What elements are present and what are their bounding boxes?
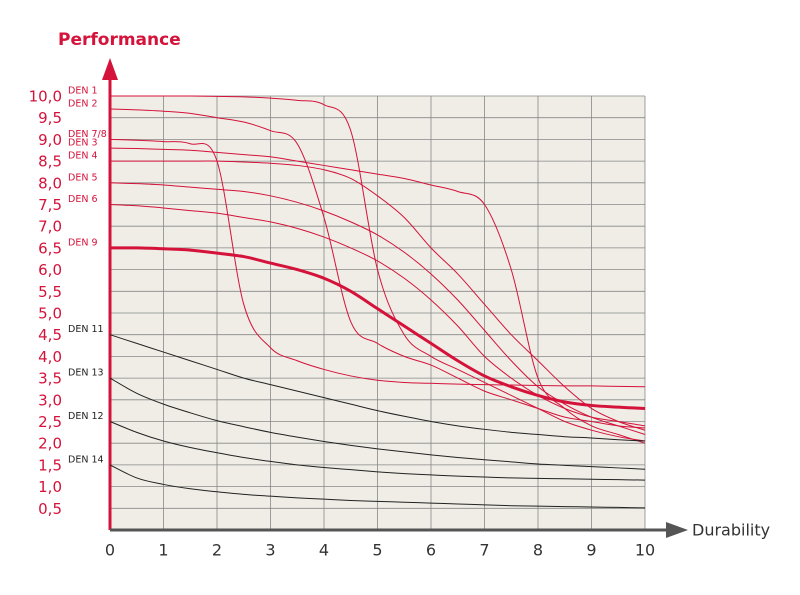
y-tick-label: 1,5 — [38, 456, 62, 474]
y-tick-label: 2,0 — [38, 435, 62, 453]
x-axis-title: Durability — [692, 521, 770, 540]
series-line — [109, 204, 646, 427]
series-line — [110, 160, 646, 431]
series-label: DEN 14 — [68, 454, 104, 465]
y-tick-label: 5,0 — [38, 305, 62, 323]
y-tick-label: 0,5 — [38, 500, 62, 518]
x-tick-label: 4 — [319, 541, 329, 560]
y-tick-label: 5,5 — [38, 283, 62, 301]
series-label: DEN 7/8 — [68, 129, 107, 140]
y-axis-title: Performance — [58, 30, 181, 50]
x-tick-label: 10 — [635, 541, 655, 560]
series-line — [109, 246, 646, 410]
series-line — [109, 147, 646, 444]
x-tick-label: 7 — [479, 541, 489, 560]
series-label: DEN 3 — [68, 138, 98, 149]
x-tick-label: 1 — [158, 541, 168, 560]
series-line — [109, 108, 646, 429]
y-tick-label: 8,5 — [38, 153, 62, 171]
series-line — [109, 377, 646, 470]
x-axis-arrow — [666, 522, 688, 538]
x-tick-label: 2 — [212, 541, 222, 560]
y-tick-label: 6,0 — [38, 261, 62, 279]
y-tick-label: 10,0 — [29, 88, 62, 106]
series-line — [109, 334, 646, 442]
y-tick-label: 4,5 — [38, 326, 62, 344]
series-line — [109, 95, 646, 442]
x-tick-label: 5 — [372, 541, 382, 560]
series-label: DEN 11 — [68, 324, 104, 335]
y-tick-label: 1,0 — [38, 478, 62, 496]
x-tick-label: 8 — [533, 541, 543, 560]
series-label: DEN 12 — [68, 411, 104, 422]
series-label: DEN 9 — [68, 237, 98, 248]
y-tick-label: 6,5 — [38, 239, 62, 257]
series-label: DEN 1 — [68, 86, 98, 97]
y-tick-label: 2,5 — [38, 413, 62, 431]
series-line — [109, 138, 646, 388]
y-tick-label: 8,0 — [38, 174, 62, 192]
y-tick-label: 9,0 — [38, 131, 62, 149]
series-label: DEN 13 — [68, 368, 104, 379]
x-tick-label: 0 — [105, 541, 115, 560]
y-tick-label: 7,5 — [38, 196, 62, 214]
x-tick-label: 9 — [586, 541, 596, 560]
y-tick-label: 4,0 — [38, 348, 62, 366]
y-tick-label: 3,5 — [38, 370, 62, 388]
x-tick-label: 6 — [426, 541, 436, 560]
series-label: DEN 2 — [68, 99, 98, 110]
series-line — [109, 421, 646, 481]
x-tick-label: 3 — [265, 541, 275, 560]
series-label: DEN 4 — [68, 151, 98, 162]
series-line — [109, 464, 646, 509]
y-axis-arrow — [102, 58, 118, 80]
y-tick-label: 9,5 — [38, 109, 62, 127]
y-tick-label: 7,0 — [38, 218, 62, 236]
y-tick-label: 3,0 — [38, 391, 62, 409]
series-label: DEN 6 — [68, 194, 98, 205]
series-label: DEN 5 — [68, 172, 98, 183]
